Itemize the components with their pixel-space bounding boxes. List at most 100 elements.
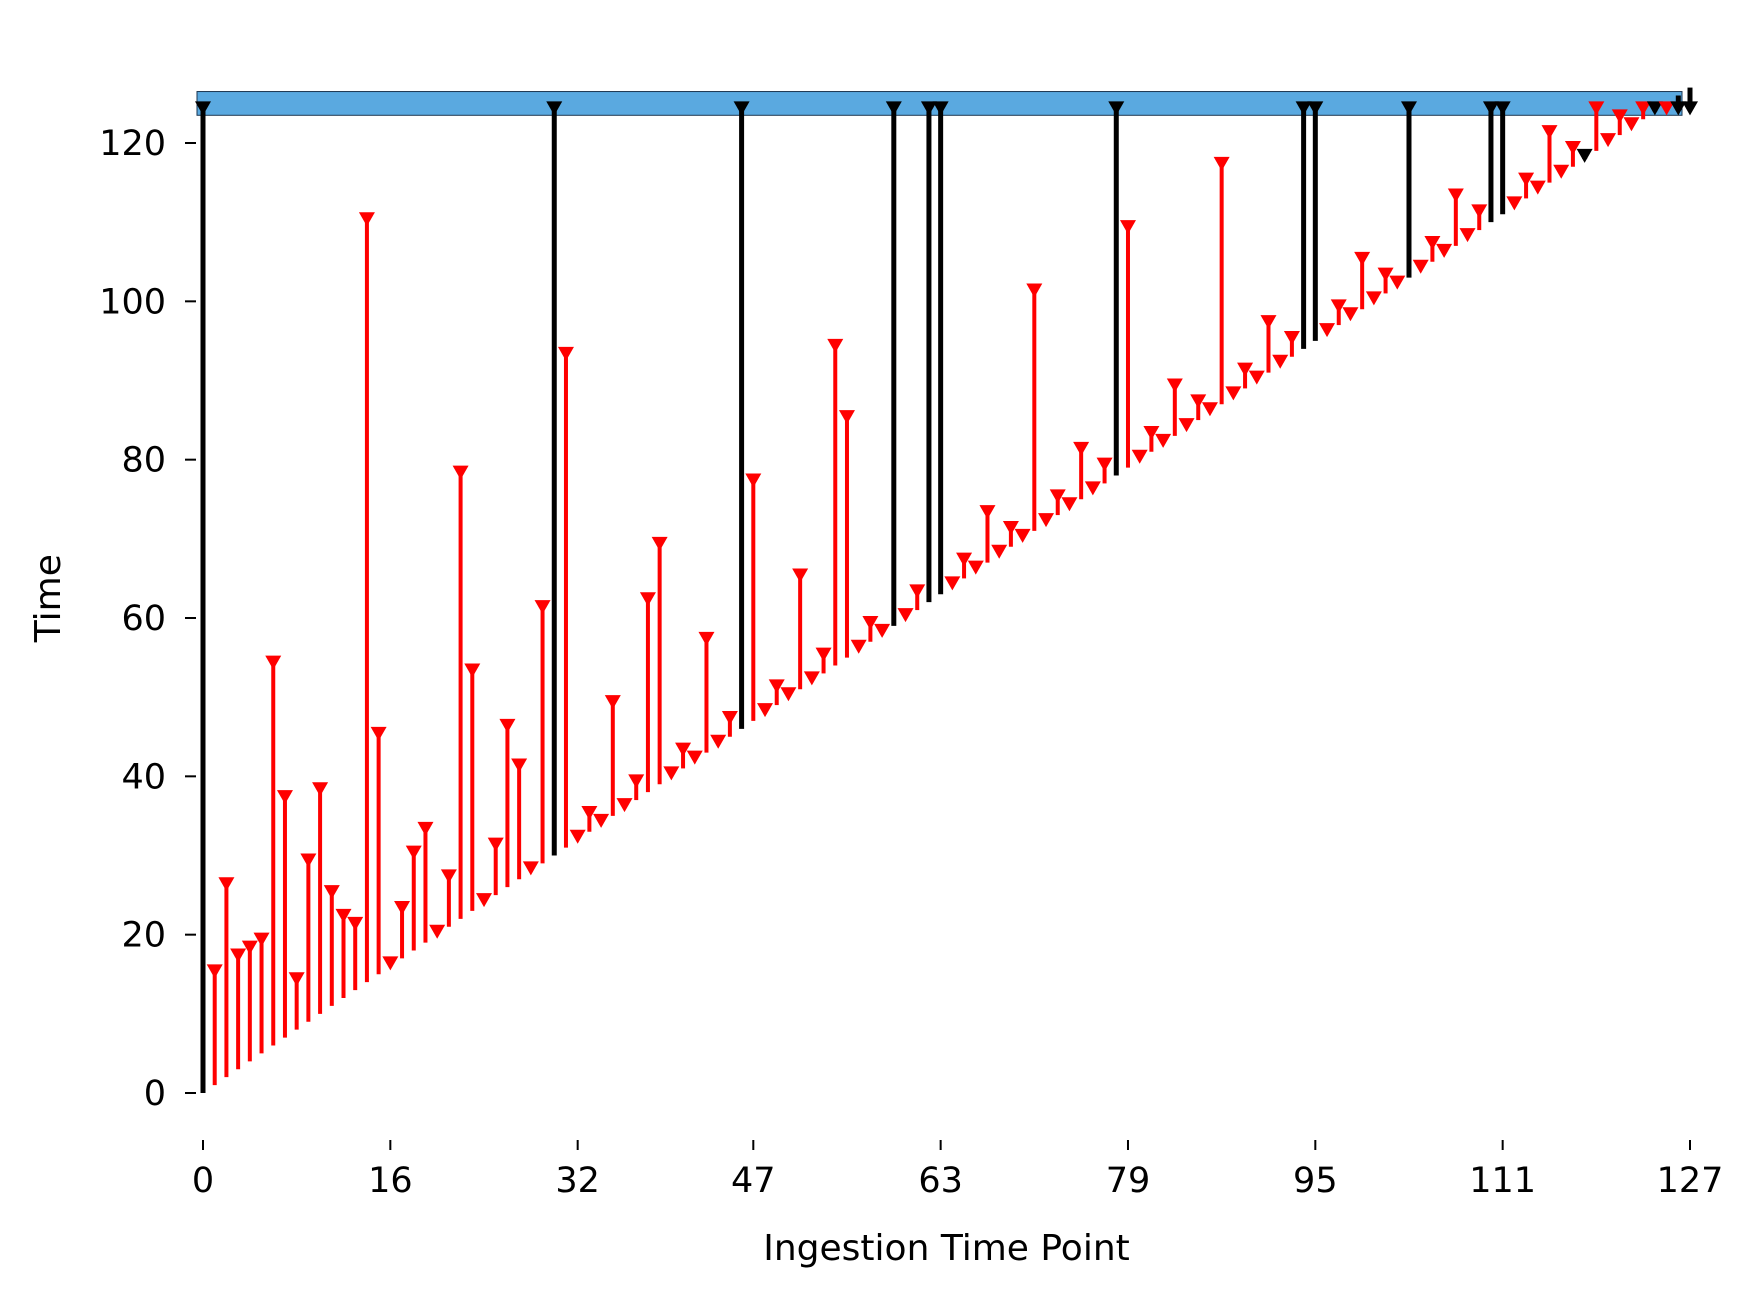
- marker-red: [405, 845, 422, 860]
- marker-black: [1670, 101, 1687, 116]
- y-tick-label: 40: [121, 757, 166, 797]
- marker-red: [1623, 117, 1640, 132]
- marker-red: [1588, 101, 1605, 116]
- marker-red: [639, 592, 656, 607]
- marker-red: [1049, 489, 1066, 504]
- marker-red: [838, 410, 855, 425]
- marker-red: [1600, 133, 1617, 148]
- marker-red: [487, 837, 504, 852]
- marker-red: [956, 552, 973, 567]
- marker-red: [651, 536, 668, 551]
- marker-red: [1237, 362, 1254, 377]
- marker-red: [967, 560, 984, 575]
- marker-red: [276, 790, 293, 805]
- marker-red: [1061, 497, 1078, 512]
- marker-black: [1682, 101, 1698, 116]
- marker-red: [323, 885, 340, 900]
- marker-red: [944, 576, 961, 591]
- marker-red: [1002, 521, 1019, 535]
- marker-red: [757, 703, 774, 718]
- marker-red: [511, 758, 528, 773]
- marker-red: [394, 901, 411, 915]
- marker-red: [1389, 275, 1406, 290]
- marker-black: [733, 101, 750, 116]
- marker-red: [979, 505, 996, 520]
- marker-red: [476, 893, 493, 908]
- marker-red: [1506, 196, 1523, 211]
- marker-black: [1108, 101, 1125, 116]
- marker-red: [1225, 386, 1242, 401]
- marker-red: [1354, 251, 1371, 266]
- x-tick-label: 63: [918, 1161, 963, 1201]
- marker-layer: [195, 101, 1698, 987]
- marker-red: [1471, 204, 1488, 219]
- marker-red: [1166, 378, 1183, 393]
- x-tick-label: 47: [731, 1161, 776, 1201]
- marker-red: [1319, 323, 1336, 338]
- stem-layer: [200, 87, 1693, 1093]
- marker-red: [710, 734, 727, 749]
- marker-red: [1155, 433, 1172, 448]
- marker-red: [1272, 354, 1289, 369]
- marker-red: [675, 742, 692, 757]
- marker-red: [1553, 164, 1570, 179]
- marker-red: [745, 473, 762, 488]
- marker-black: [1307, 101, 1324, 116]
- marker-red: [909, 584, 926, 599]
- marker-red: [780, 687, 797, 702]
- x-tick-label: 32: [555, 1161, 600, 1201]
- marker-red: [1084, 481, 1101, 496]
- marker-red: [663, 766, 680, 781]
- marker-black: [1482, 101, 1499, 116]
- marker-black: [1400, 101, 1417, 116]
- marker-red: [604, 695, 621, 710]
- marker-red: [1447, 188, 1464, 203]
- marker-red: [534, 600, 551, 615]
- y-tick-label: 60: [121, 599, 166, 639]
- marker-red: [1518, 172, 1535, 187]
- marker-red: [429, 924, 446, 939]
- marker-red: [218, 877, 235, 892]
- marker-red: [768, 679, 785, 694]
- marker-red: [628, 774, 645, 789]
- marker-red: [1459, 228, 1476, 243]
- y-tick-label: 120: [99, 124, 166, 164]
- marker-red: [1026, 283, 1043, 298]
- marker-red: [1073, 441, 1090, 456]
- marker-red: [206, 964, 223, 979]
- marker-red: [1190, 394, 1207, 409]
- marker-black: [546, 101, 563, 116]
- marker-red: [288, 972, 305, 987]
- y-tick-label: 80: [121, 441, 166, 481]
- marker-red: [1365, 291, 1382, 306]
- marker-red: [1038, 513, 1055, 528]
- marker-red: [499, 718, 516, 733]
- y-tick-label: 20: [121, 916, 166, 956]
- marker-red: [1529, 180, 1546, 195]
- marker-red: [370, 726, 387, 741]
- marker-black: [195, 101, 211, 116]
- marker-red: [557, 346, 574, 361]
- y-axis-label: Time: [28, 554, 69, 643]
- x-tick-label: 79: [1106, 1161, 1151, 1201]
- marker-red: [253, 932, 270, 947]
- marker-red: [815, 647, 832, 662]
- marker-red: [1424, 236, 1441, 250]
- marker-red: [230, 948, 247, 963]
- marker-red: [792, 568, 809, 583]
- x-axis-label: Ingestion Time Point: [763, 1228, 1130, 1269]
- marker-red: [1658, 101, 1675, 116]
- marker-red: [569, 829, 586, 844]
- marker-red: [721, 711, 738, 725]
- marker-red: [862, 616, 879, 630]
- x-tick-label: 0: [192, 1161, 214, 1201]
- marker-red: [1178, 418, 1195, 433]
- axes: 0 16 32 47 63 79 95 111 127 0 20 40 60 80 100 120: [99, 124, 1723, 1201]
- marker-red: [1260, 315, 1277, 330]
- x-tick-label: 95: [1293, 1161, 1338, 1201]
- marker-red: [464, 663, 481, 678]
- x-tick-label: 111: [1469, 1161, 1536, 1201]
- marker-red: [1096, 457, 1113, 472]
- marker-red: [897, 608, 914, 623]
